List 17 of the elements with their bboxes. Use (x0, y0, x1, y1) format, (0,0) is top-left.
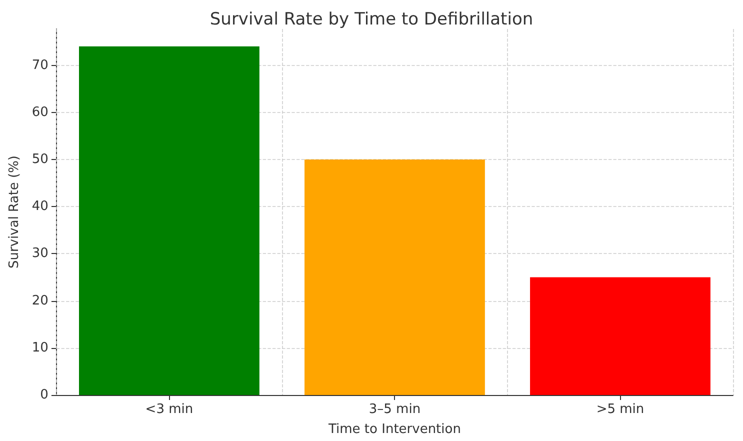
y-tick-label: 60 (32, 104, 48, 120)
x-tick-label: <3 min (145, 402, 194, 417)
y-tick-label: 70 (32, 58, 48, 73)
bar (530, 277, 710, 395)
y-tick-label: 40 (32, 199, 48, 214)
y-tick-label: 30 (32, 246, 48, 262)
y-tick-label: 50 (32, 152, 48, 167)
y-axis-title: Survival Rate (%) (7, 156, 22, 268)
y-tick-label: 20 (32, 293, 48, 308)
chart-title: Survival Rate by Time to Defibrillation (210, 10, 534, 30)
y-tick-label: 0 (40, 388, 48, 402)
bar (78, 46, 260, 395)
x-axis-title: Time to Intervention (327, 422, 461, 437)
bar (304, 159, 485, 395)
x-tick-label: >5 min (596, 402, 644, 417)
y-tick-label: 10 (32, 340, 48, 356)
x-tick-label: 3–5 min (368, 402, 421, 417)
